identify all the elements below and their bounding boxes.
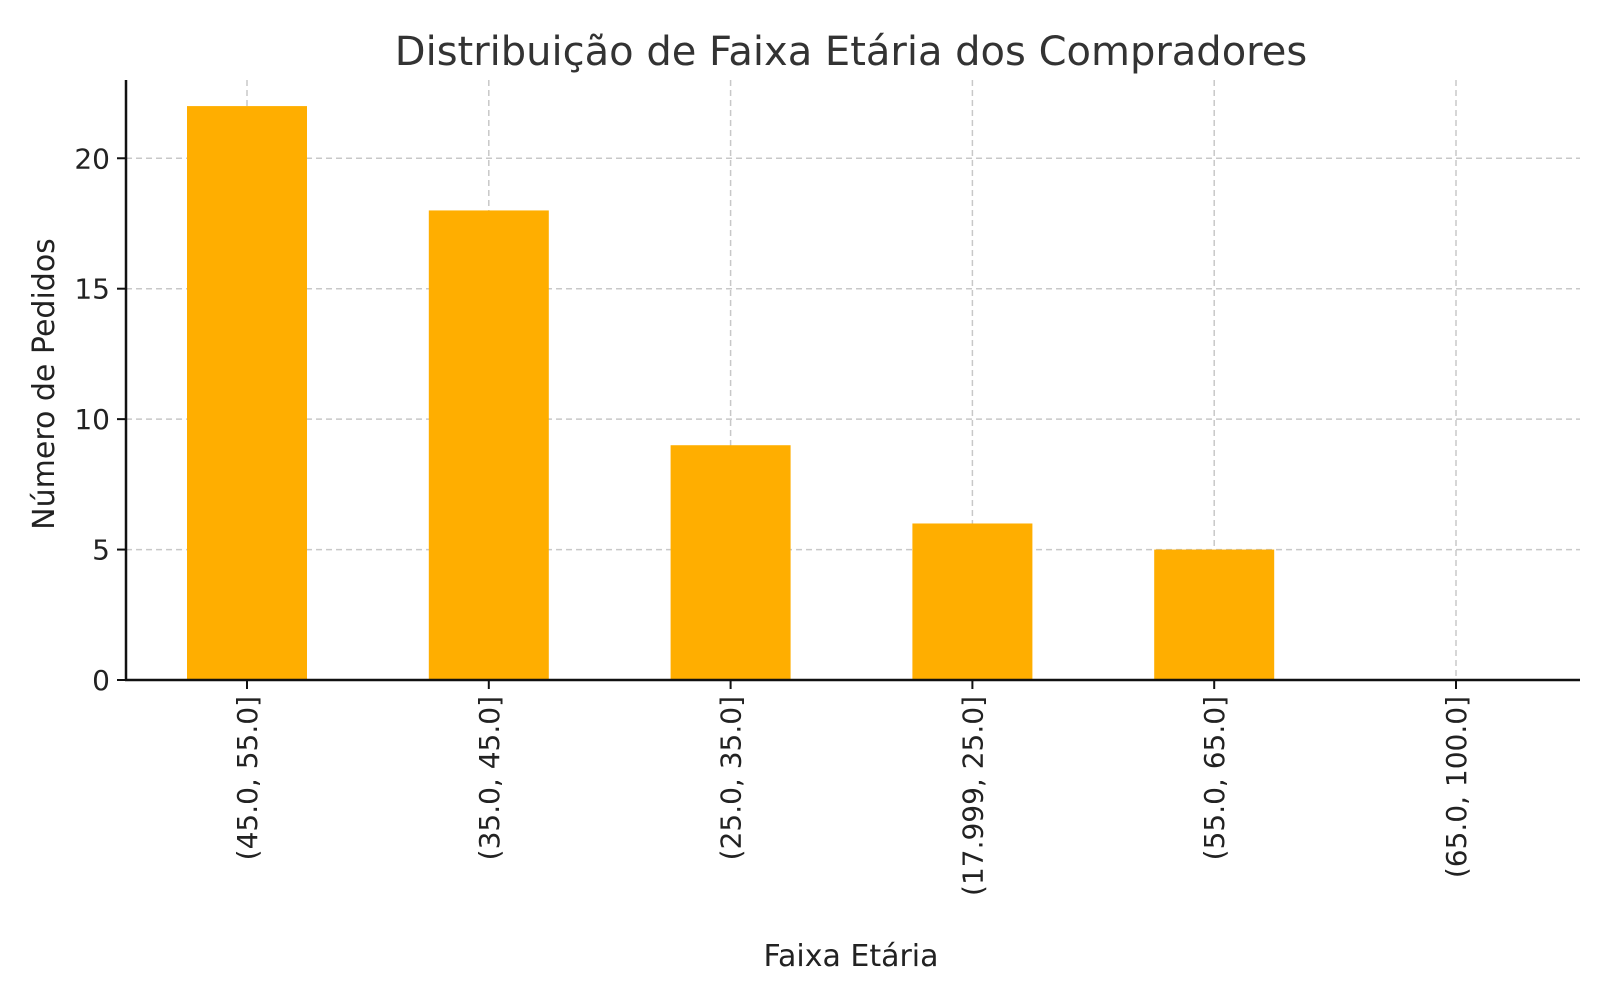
y-ticks: 0 5 10 15 20 bbox=[74, 142, 126, 697]
chart-title: Distribuição de Faixa Etária dos Comprad… bbox=[395, 29, 1307, 75]
bar bbox=[428, 210, 549, 680]
y-tick-label: 0 bbox=[92, 664, 110, 697]
bar bbox=[187, 106, 307, 680]
bar bbox=[912, 523, 1033, 680]
y-tick-label: 10 bbox=[74, 403, 110, 436]
bar bbox=[1154, 549, 1275, 680]
y-axis-label: Número de Pedidos bbox=[27, 238, 62, 530]
y-tick-label: 15 bbox=[74, 273, 110, 306]
x-tick-label: (45.0, 55.0] bbox=[231, 696, 264, 860]
x-ticks: (45.0, 55.0] (35.0, 45.0] (25.0, 35.0] (17.… bbox=[231, 680, 1473, 896]
x-tick-label: (17.999, 25.0] bbox=[956, 696, 989, 896]
x-tick-label: (35.0, 45.0] bbox=[473, 696, 506, 860]
bars bbox=[187, 106, 1275, 680]
y-tick-label: 5 bbox=[92, 534, 110, 567]
y-tick-label: 20 bbox=[74, 142, 110, 175]
x-tick-label: (55.0, 65.0] bbox=[1198, 696, 1231, 860]
x-tick-label: (65.0, 100.0] bbox=[1440, 696, 1473, 878]
x-tick-label: (25.0, 35.0] bbox=[715, 696, 748, 860]
x-axis-label: Faixa Etária bbox=[763, 939, 938, 974]
bar bbox=[670, 445, 791, 680]
grid-lines bbox=[126, 80, 1580, 680]
axes bbox=[124, 80, 1580, 682]
